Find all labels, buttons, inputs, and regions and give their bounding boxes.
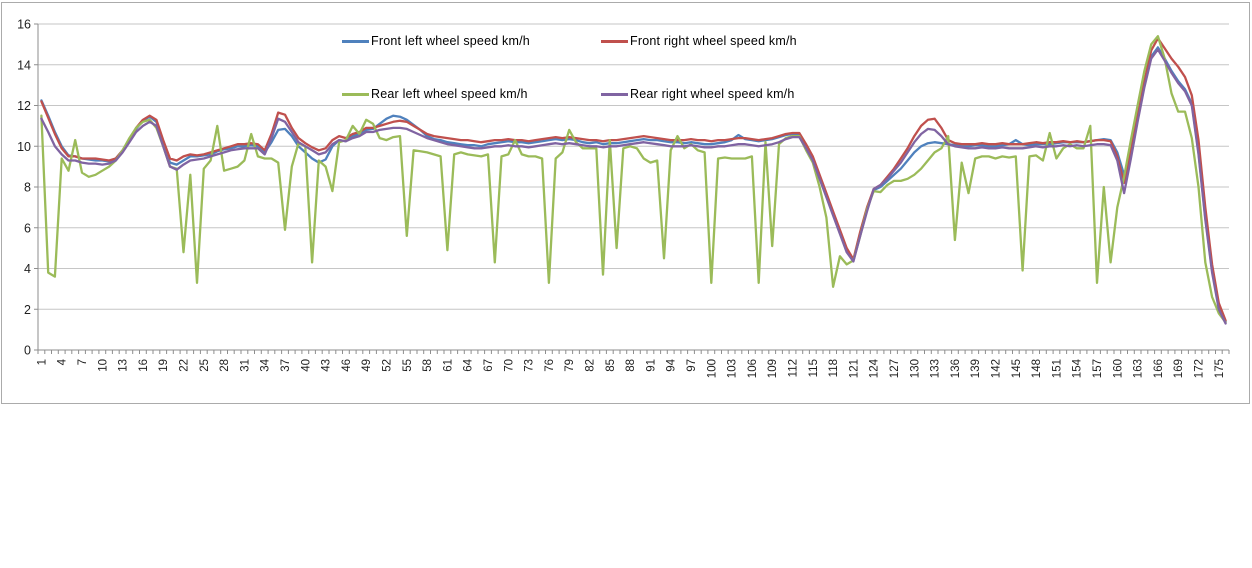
svg-text:82: 82 <box>585 359 597 372</box>
svg-text:160: 160 <box>1112 359 1124 378</box>
svg-text:55: 55 <box>402 359 414 372</box>
svg-text:25: 25 <box>199 359 211 372</box>
svg-text:37: 37 <box>280 359 292 372</box>
svg-text:163: 163 <box>1133 359 1145 378</box>
svg-text:103: 103 <box>727 359 739 378</box>
svg-text:145: 145 <box>1011 359 1023 378</box>
svg-text:112: 112 <box>788 359 800 377</box>
svg-text:88: 88 <box>625 359 637 372</box>
svg-text:85: 85 <box>605 359 617 372</box>
svg-text:175: 175 <box>1214 359 1226 378</box>
svg-text:2: 2 <box>24 303 31 317</box>
legend-label: Front left wheel speed km/h <box>371 34 530 48</box>
series-line-0[interactable] <box>40 46 1227 323</box>
svg-text:61: 61 <box>442 359 454 372</box>
svg-text:19: 19 <box>158 359 170 372</box>
svg-text:8: 8 <box>24 181 31 195</box>
chart-frame[interactable]: 0 2 4 6 8 10 12 14 16 1 4 7 10 13 16 19 22 25 28 31 34 37 40 43… <box>1 2 1250 404</box>
svg-text:76: 76 <box>544 359 556 372</box>
svg-text:16: 16 <box>138 359 150 372</box>
svg-text:118: 118 <box>828 359 840 377</box>
svg-text:52: 52 <box>382 359 394 372</box>
svg-text:157: 157 <box>1092 359 1104 378</box>
svg-text:7: 7 <box>77 359 89 365</box>
legend-label: Rear left wheel speed km/h <box>371 87 528 101</box>
svg-text:4: 4 <box>57 358 69 365</box>
svg-text:14: 14 <box>17 58 31 72</box>
svg-text:124: 124 <box>869 358 881 378</box>
series-line-3[interactable] <box>40 48 1227 325</box>
svg-text:139: 139 <box>970 359 982 378</box>
legend-key-icon <box>601 39 628 43</box>
y-axis-labels: 0 2 4 6 8 10 12 14 16 <box>17 18 31 358</box>
svg-text:49: 49 <box>361 359 373 372</box>
svg-text:109: 109 <box>767 359 779 378</box>
svg-text:100: 100 <box>706 359 718 378</box>
svg-text:22: 22 <box>178 359 190 372</box>
svg-text:115: 115 <box>808 359 820 377</box>
svg-text:67: 67 <box>483 359 495 372</box>
svg-text:4: 4 <box>24 262 31 276</box>
legend-key-icon <box>342 92 369 96</box>
svg-text:172: 172 <box>1194 359 1206 378</box>
svg-text:79: 79 <box>564 359 576 372</box>
svg-text:40: 40 <box>300 359 312 372</box>
svg-text:43: 43 <box>321 359 333 372</box>
svg-text:151: 151 <box>1051 359 1063 378</box>
svg-text:136: 136 <box>950 359 962 378</box>
svg-text:142: 142 <box>991 359 1003 378</box>
svg-text:70: 70 <box>503 359 515 372</box>
svg-text:121: 121 <box>848 359 860 378</box>
axes <box>34 23 1230 354</box>
legend-item-rear-right-wheel-speed[interactable]: Rear right wheel speed km/h <box>601 87 795 101</box>
gridlines <box>38 23 1229 310</box>
svg-text:16: 16 <box>17 18 31 32</box>
svg-text:130: 130 <box>909 359 921 378</box>
series-line-2[interactable] <box>40 35 1227 324</box>
svg-text:58: 58 <box>422 359 434 372</box>
legend-key-icon <box>342 39 369 43</box>
svg-text:73: 73 <box>524 359 536 372</box>
series-lines <box>40 35 1227 325</box>
svg-text:1: 1 <box>36 359 48 365</box>
svg-text:34: 34 <box>260 358 272 371</box>
legend-item-front-right-wheel-speed[interactable]: Front right wheel speed km/h <box>601 34 797 48</box>
svg-text:148: 148 <box>1031 359 1043 378</box>
legend-item-rear-left-wheel-speed[interactable]: Rear left wheel speed km/h <box>342 87 528 101</box>
svg-text:94: 94 <box>666 358 678 371</box>
svg-text:12: 12 <box>17 99 31 113</box>
svg-text:6: 6 <box>24 221 31 235</box>
legend-label: Rear right wheel speed km/h <box>630 87 795 101</box>
svg-text:28: 28 <box>219 359 231 372</box>
legend-item-front-left-wheel-speed[interactable]: Front left wheel speed km/h <box>342 34 530 48</box>
series-line-1[interactable] <box>40 37 1227 322</box>
svg-text:169: 169 <box>1173 359 1185 378</box>
svg-text:46: 46 <box>341 359 353 372</box>
svg-text:10: 10 <box>17 140 31 154</box>
svg-text:154: 154 <box>1072 358 1084 378</box>
svg-text:133: 133 <box>930 359 942 378</box>
svg-text:106: 106 <box>747 359 759 378</box>
svg-text:91: 91 <box>645 359 657 372</box>
x-axis-labels: 1 4 7 10 13 16 19 22 25 28 31 34 37 40 43 46 49 52 55 58 61 6… <box>36 358 1225 378</box>
legend-label: Front right wheel speed km/h <box>630 34 797 48</box>
svg-text:97: 97 <box>686 359 698 372</box>
legend-key-icon <box>601 92 628 96</box>
svg-text:13: 13 <box>118 359 130 372</box>
svg-text:0: 0 <box>24 344 31 358</box>
svg-text:127: 127 <box>889 359 901 378</box>
svg-text:64: 64 <box>463 358 475 371</box>
svg-text:10: 10 <box>97 359 109 372</box>
svg-text:31: 31 <box>239 359 251 372</box>
svg-text:166: 166 <box>1153 359 1165 378</box>
